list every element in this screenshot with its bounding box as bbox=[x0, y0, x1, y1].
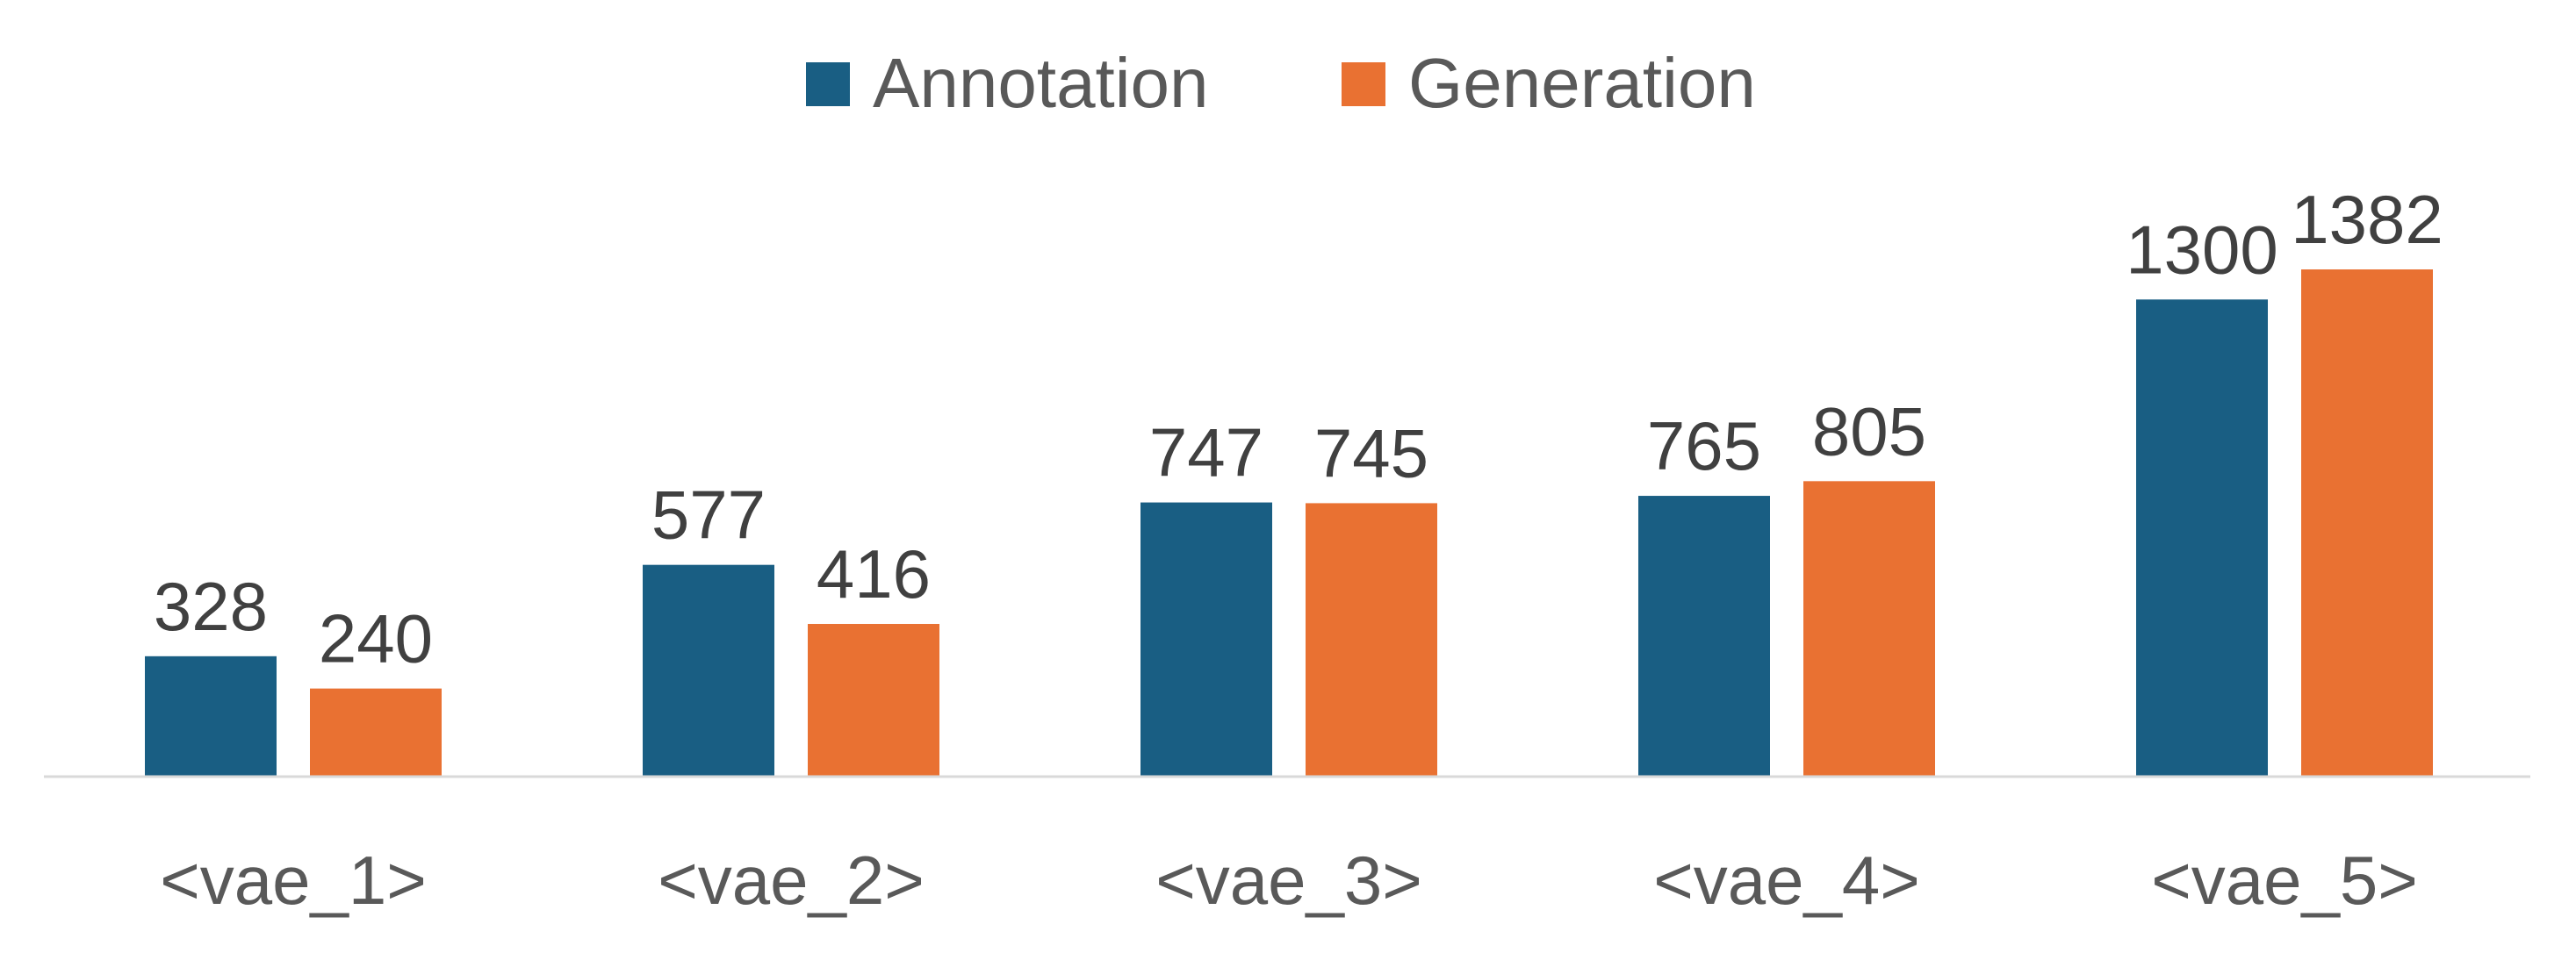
x-tick-label-3: <vae_3> bbox=[1155, 842, 1422, 919]
x-axis-tick-labels: <vae_1> <vae_2> <vae_3> <vae_4> <vae_5> bbox=[160, 842, 2418, 919]
plot-area bbox=[145, 269, 2433, 777]
bar-annotation-3 bbox=[1140, 502, 1272, 777]
x-tick-label-2: <vae_2> bbox=[658, 842, 925, 919]
data-label-generation-3: 745 bbox=[1314, 414, 1428, 491]
data-label-annotation-4: 765 bbox=[1647, 407, 1761, 484]
legend-marker-annotation bbox=[806, 62, 850, 106]
data-label-annotation-1: 328 bbox=[154, 568, 268, 645]
bar-annotation-4 bbox=[1638, 496, 1770, 777]
bar-generation-4 bbox=[1803, 481, 1935, 777]
bar-annotation-2 bbox=[643, 564, 774, 777]
data-label-generation-4: 805 bbox=[1812, 392, 1926, 469]
legend-label-generation: Generation bbox=[1408, 44, 1756, 122]
x-tick-label-1: <vae_1> bbox=[160, 842, 427, 919]
bar-generation-3 bbox=[1306, 503, 1437, 777]
x-tick-label-5: <vae_5> bbox=[2151, 842, 2418, 919]
data-label-generation-2: 416 bbox=[817, 535, 931, 613]
legend: Annotation Generation bbox=[806, 44, 1756, 122]
legend-label-annotation: Annotation bbox=[873, 44, 1209, 122]
data-label-annotation-2: 577 bbox=[651, 476, 766, 554]
data-label-annotation-3: 747 bbox=[1149, 414, 1263, 491]
data-label-generation-5: 1382 bbox=[2291, 181, 2443, 258]
data-label-annotation-5: 1300 bbox=[2126, 211, 2278, 288]
x-tick-label-4: <vae_4> bbox=[1653, 842, 1920, 919]
bar-generation-5 bbox=[2301, 269, 2433, 777]
legend-marker-generation bbox=[1342, 62, 1385, 106]
data-label-generation-1: 240 bbox=[319, 600, 433, 677]
bar-generation-2 bbox=[808, 624, 939, 777]
bar-generation-1 bbox=[310, 688, 442, 777]
data-labels: 328 240 577 416 747 745 765 805 1300 1382 bbox=[154, 181, 2443, 677]
bar-annotation-1 bbox=[145, 656, 277, 777]
bar-annotation-5 bbox=[2136, 299, 2268, 777]
